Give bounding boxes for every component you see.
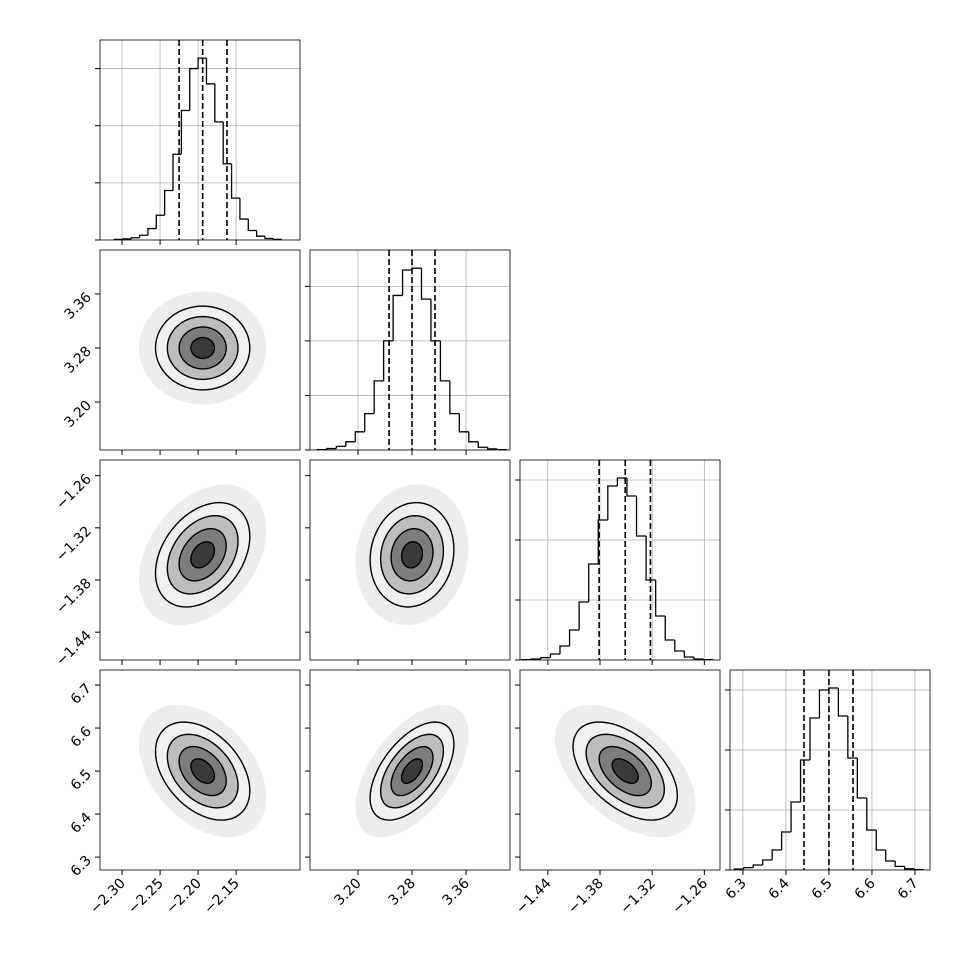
y-tick-label: 3.20 [61, 398, 94, 431]
histogram-bin [531, 659, 541, 660]
x-tick-label: −1.38 [565, 876, 607, 918]
x-tick-label: −1.32 [617, 876, 659, 918]
y-tick-label: 6.4 [68, 810, 95, 837]
y-tick-label: 6.5 [68, 767, 95, 794]
y-tick-label: 6.7 [68, 681, 95, 708]
panel: −2.30−2.25−2.20−2.15 6.3 6.4 6.5 6.6 6.7 [68, 670, 300, 917]
x-tick-label: 6.5 [809, 876, 836, 903]
panel [305, 460, 510, 665]
panel: 3.20 3.28 3.36 [305, 670, 510, 909]
x-tick-label: −1.44 [513, 875, 555, 917]
x-tick-label: −2.30 [87, 876, 129, 918]
y-tick-label: 3.36 [61, 289, 94, 322]
x-tick-label: 6.4 [766, 875, 793, 902]
panel-frame [100, 40, 300, 240]
panel [515, 460, 720, 665]
x-tick-label: −2.20 [163, 876, 205, 918]
y-tick-label: 3.28 [61, 343, 94, 376]
panel: −1.44 −1.38 −1.32 −1.26 [53, 460, 300, 669]
panel-frame [310, 250, 510, 450]
y-tick-label: −1.32 [53, 523, 95, 565]
panel: −1.44−1.38−1.32 −1.26 [513, 670, 720, 917]
y-tick-label: 6.3 [68, 853, 95, 880]
panel-frame [730, 670, 930, 870]
x-tick-label: −2.15 [201, 876, 243, 918]
x-tick-label: 6.6 [852, 875, 879, 902]
x-tick-label: −1.26 [670, 875, 712, 917]
panel [305, 250, 510, 455]
panel: 6.3 6.4 6.5 6.6 6.7 [723, 670, 930, 903]
panel-plot [139, 291, 266, 404]
y-tick-label: −1.44 [53, 628, 95, 670]
histogram-bin [123, 239, 131, 240]
x-tick-label: 6.3 [723, 876, 750, 903]
histogram-bin [497, 449, 506, 450]
x-tick-label: −2.25 [125, 876, 167, 918]
panel-frame [520, 460, 720, 660]
y-tick-label: −1.26 [53, 471, 95, 513]
x-tick-label: 3.20 [331, 876, 364, 909]
x-tick-label: 3.36 [440, 875, 473, 908]
density-contour [191, 338, 215, 359]
x-tick-label: 3.28 [385, 876, 418, 909]
panel: 3.20 3.28 3.36 [61, 250, 300, 455]
y-tick-label: 6.6 [68, 724, 95, 751]
y-tick-label: −1.38 [53, 576, 95, 618]
panel [95, 40, 300, 245]
density-contour [402, 542, 423, 568]
x-tick-label: 6.7 [895, 876, 922, 903]
histogram-bin [703, 659, 713, 660]
